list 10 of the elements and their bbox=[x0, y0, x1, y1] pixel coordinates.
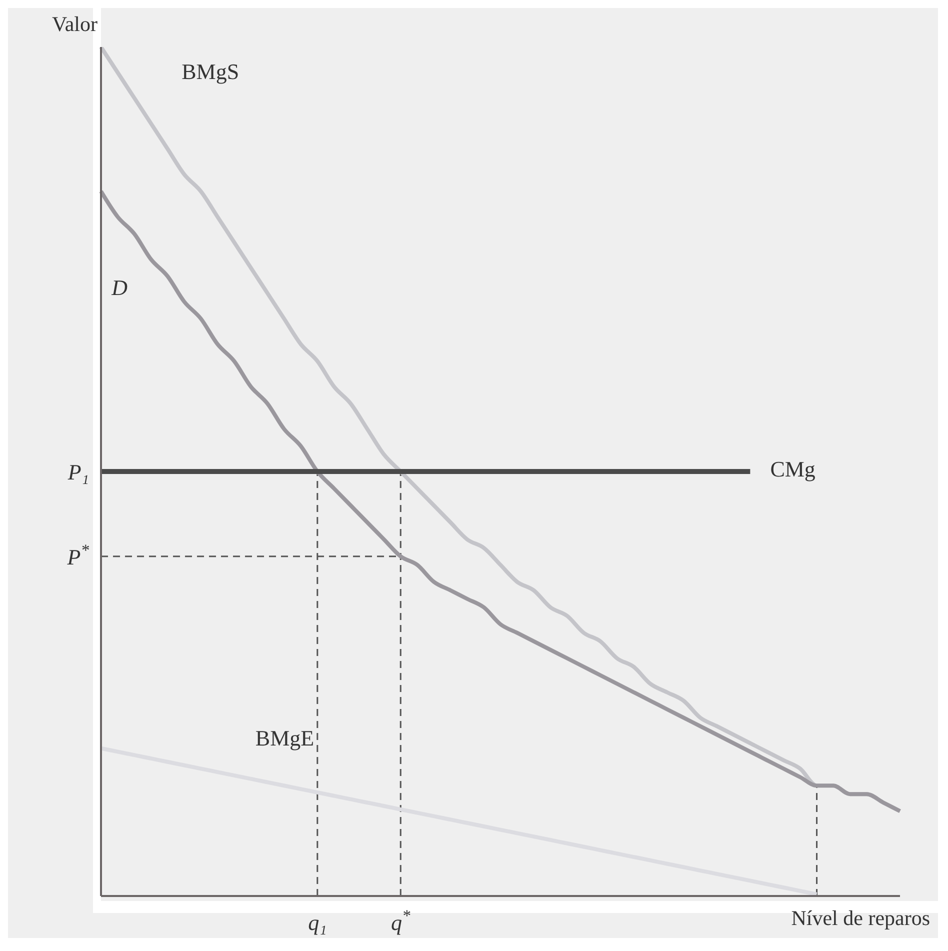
series-label: CMg bbox=[770, 456, 816, 482]
text: BMgS bbox=[182, 58, 240, 84]
x-tick-label: q$^{*}$ bbox=[391, 906, 411, 935]
series-label: D bbox=[110, 274, 128, 300]
text: P₁ bbox=[66, 460, 89, 484]
x-axis-title: Nível de reparos bbox=[791, 906, 930, 931]
y-axis-title: Valor bbox=[52, 12, 98, 37]
series-label: BMgE bbox=[255, 726, 314, 751]
x-tick-label: q₁ bbox=[308, 910, 327, 935]
ref-line-label: P$^{*}$ bbox=[66, 540, 90, 570]
